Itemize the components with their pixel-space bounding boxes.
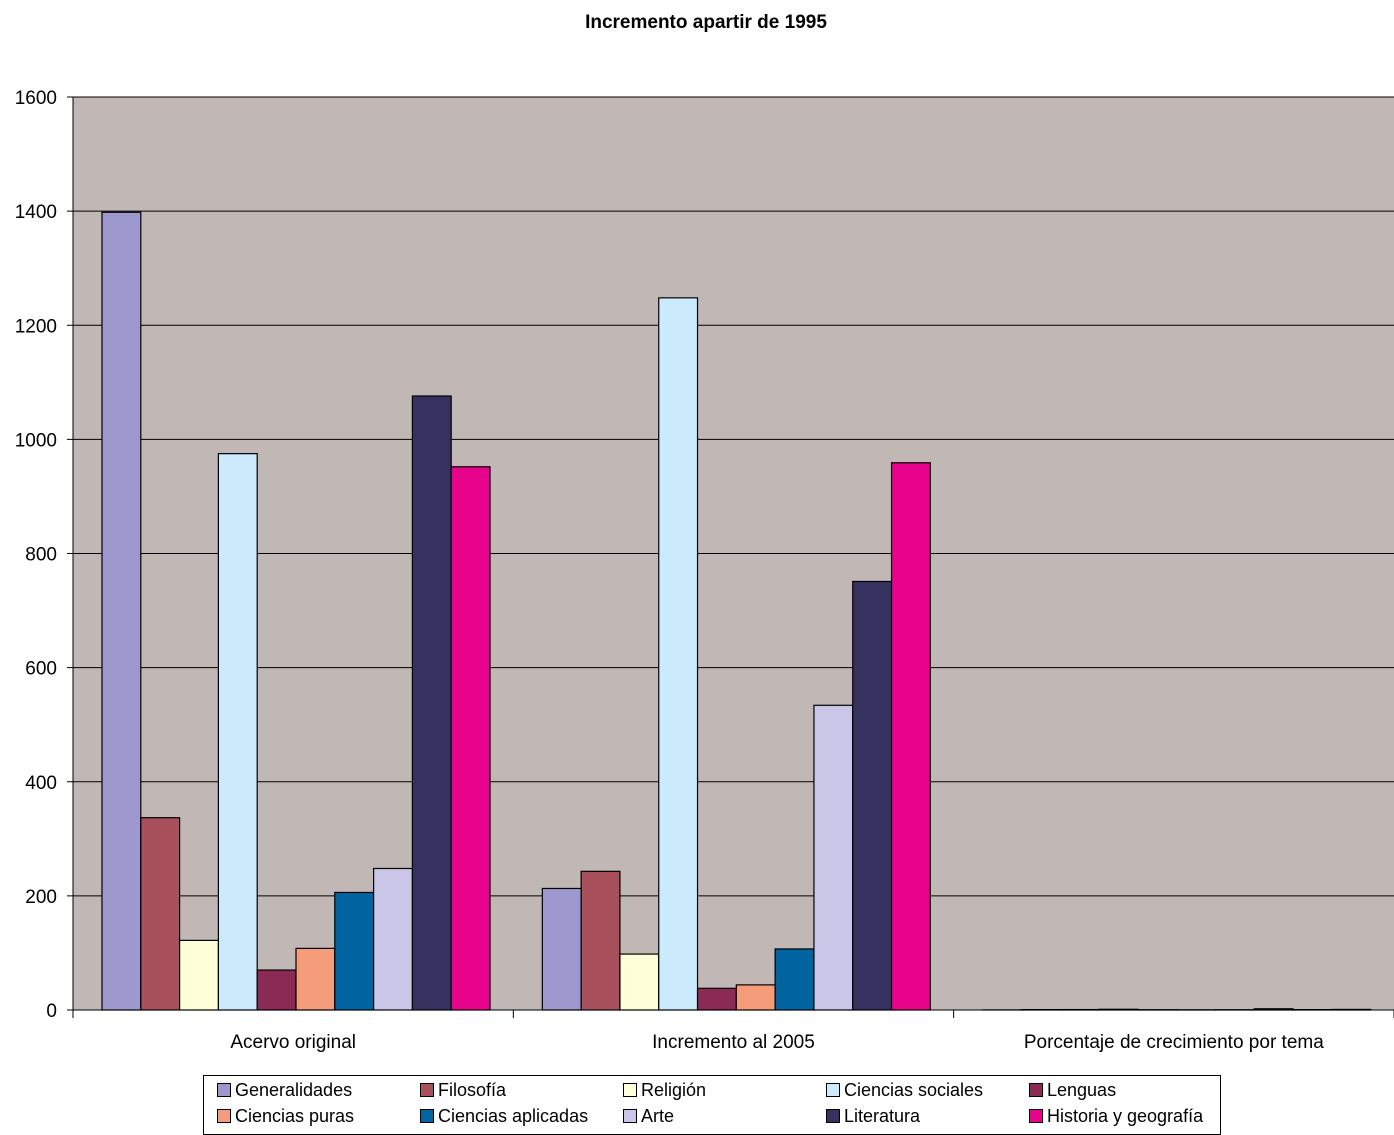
legend-label: Ciencias sociales bbox=[844, 1080, 983, 1101]
y-tick-label: 1600 bbox=[15, 88, 57, 109]
legend-swatch bbox=[1029, 1109, 1043, 1123]
legend-item: Religión bbox=[623, 1079, 706, 1101]
legend-item: Ciencias sociales bbox=[826, 1079, 983, 1101]
legend-label: Ciencias puras bbox=[235, 1106, 354, 1127]
legend-item: Generalidades bbox=[217, 1079, 352, 1101]
legend-label: Filosofía bbox=[438, 1080, 506, 1101]
y-tick-label: 1000 bbox=[15, 430, 57, 451]
bar bbox=[542, 888, 581, 1010]
legend-swatch bbox=[826, 1109, 840, 1123]
bar bbox=[698, 988, 737, 1010]
legend: Generalidades Filosofía Religión Ciencias s… bbox=[203, 1075, 1221, 1135]
bar bbox=[620, 954, 659, 1010]
legend-label: Ciencias aplicadas bbox=[438, 1106, 588, 1127]
legend-item: Arte bbox=[623, 1105, 674, 1127]
bar bbox=[102, 212, 141, 1010]
legend-item: Ciencias puras bbox=[217, 1105, 354, 1127]
bar bbox=[180, 940, 219, 1010]
y-tick-label: 600 bbox=[25, 659, 57, 680]
legend-item: Literatura bbox=[826, 1105, 920, 1127]
bar bbox=[736, 985, 775, 1010]
y-tick-label: 1400 bbox=[15, 202, 57, 223]
bar bbox=[775, 949, 814, 1010]
legend-item: Historia y geografía bbox=[1029, 1105, 1203, 1127]
legend-item: Lenguas bbox=[1029, 1079, 1116, 1101]
y-tick-label: 1200 bbox=[15, 316, 57, 337]
legend-item: Ciencias aplicadas bbox=[420, 1105, 588, 1127]
legend-label: Generalidades bbox=[235, 1080, 352, 1101]
legend-swatch bbox=[420, 1109, 434, 1123]
bar bbox=[659, 298, 698, 1010]
legend-swatch bbox=[420, 1083, 434, 1097]
legend-label: Lenguas bbox=[1047, 1080, 1116, 1101]
legend-label: Historia y geografía bbox=[1047, 1106, 1203, 1127]
y-tick-label: 400 bbox=[25, 773, 57, 794]
bar bbox=[814, 705, 853, 1010]
bar bbox=[892, 463, 931, 1010]
legend-swatch bbox=[826, 1083, 840, 1097]
x-tick-label: Porcentaje de crecimiento por tema bbox=[1024, 1032, 1324, 1053]
legend-label: Literatura bbox=[844, 1106, 920, 1127]
bar bbox=[218, 454, 257, 1010]
bar bbox=[412, 396, 451, 1010]
legend-swatch bbox=[217, 1109, 231, 1123]
y-tick-label: 0 bbox=[46, 1001, 57, 1022]
legend-label: Arte bbox=[641, 1106, 674, 1127]
bar bbox=[374, 868, 413, 1010]
bar bbox=[335, 892, 374, 1010]
legend-item: Filosofía bbox=[420, 1079, 506, 1101]
legend-swatch bbox=[623, 1109, 637, 1123]
bar bbox=[141, 818, 180, 1010]
y-tick-label: 800 bbox=[25, 545, 57, 566]
legend-swatch bbox=[623, 1083, 637, 1097]
legend-swatch bbox=[1029, 1083, 1043, 1097]
x-tick-label: Incremento al 2005 bbox=[652, 1032, 815, 1053]
x-tick-label: Acervo original bbox=[230, 1032, 356, 1053]
bar bbox=[581, 871, 620, 1010]
legend-swatch bbox=[217, 1083, 231, 1097]
bar bbox=[853, 581, 892, 1010]
bar bbox=[451, 467, 490, 1010]
y-tick-label: 200 bbox=[25, 887, 57, 908]
legend-label: Religión bbox=[641, 1080, 706, 1101]
bar bbox=[296, 948, 335, 1010]
bar bbox=[257, 970, 296, 1010]
